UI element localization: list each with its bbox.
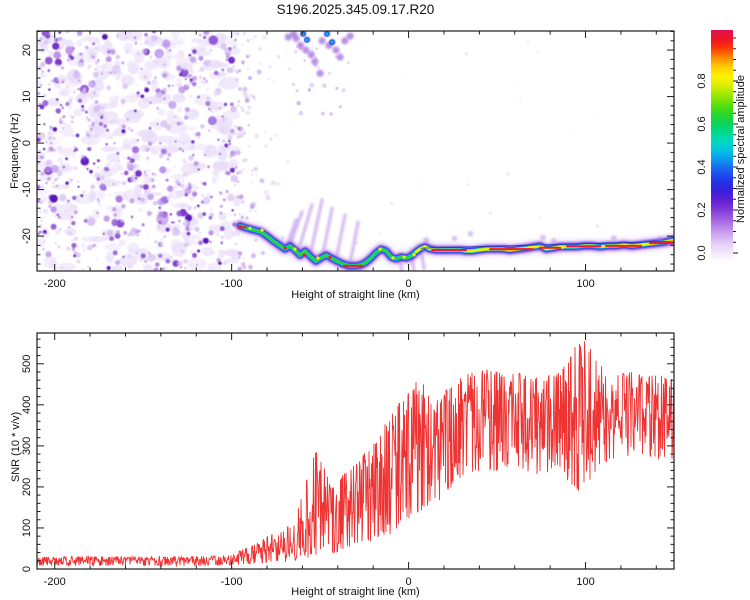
svg-text:0.8: 0.8: [696, 73, 708, 88]
svg-text:0: 0: [406, 278, 412, 290]
panel-frame: [36, 30, 675, 272]
spectrogram-trace: [233, 219, 674, 271]
panel-frame: [36, 332, 675, 570]
x-axis-ticks: [54, 31, 657, 271]
top-edge-blobs: [284, 31, 354, 116]
svg-text:0: 0: [21, 140, 33, 146]
svg-text:-100: -100: [221, 576, 243, 588]
svg-text:300: 300: [21, 437, 33, 455]
y-axis-ticks: [37, 30, 674, 265]
svg-text:0.2: 0.2: [696, 202, 708, 217]
svg-text:100: 100: [21, 519, 33, 537]
svg-text:0.4: 0.4: [696, 159, 708, 174]
svg-text:0.6: 0.6: [696, 116, 708, 131]
plot-title: S196.2025.345.09.17.R20: [276, 2, 435, 17]
noise-field: [37, 31, 668, 271]
snr-panel: [37, 341, 674, 568]
colorbar: 0.0 0.2 0.4 0.6 0.8: [696, 30, 738, 262]
x-axis-label-spectrogram: Height of straight line (km): [291, 289, 420, 301]
colorbar-ticks: [733, 37, 738, 254]
svg-text:0: 0: [406, 576, 412, 588]
y-tick-labels: -20 -10 0 10 20: [21, 44, 33, 244]
y-tick-labels: 0 100 200 300 400 500: [21, 355, 33, 572]
svg-text:-200: -200: [44, 576, 66, 588]
svg-text:100: 100: [576, 278, 594, 290]
x-tick-labels: -200 -100 0 100: [44, 278, 595, 290]
y-axis-label-snr: SNR (10 * v/v): [10, 411, 22, 483]
svg-text:-100: -100: [221, 278, 243, 290]
snr-curve: [37, 341, 674, 568]
svg-text:100: 100: [576, 576, 594, 588]
x-axis-label-snr: Height of straight line (km): [291, 586, 420, 598]
colorbar-label: Normalized spectral amplitude: [735, 75, 747, 223]
y-axis-label-frequency: Frequency (Hz): [9, 113, 21, 189]
svg-text:0.0: 0.0: [696, 245, 708, 260]
svg-text:0: 0: [21, 566, 33, 572]
svg-text:10: 10: [21, 90, 33, 102]
x-axis-ticks: [54, 333, 657, 569]
spectrogram-panel: [37, 31, 674, 271]
svg-text:20: 20: [21, 44, 33, 56]
svg-text:200: 200: [21, 478, 33, 496]
trace-fit-line: [420, 240, 674, 249]
trace-red-core: [237, 224, 674, 267]
svg-text:500: 500: [21, 355, 33, 373]
colorbar-tick-labels: 0.0 0.2 0.4 0.6 0.8: [696, 73, 708, 260]
svg-text:400: 400: [21, 396, 33, 414]
y-axis-ticks: [37, 338, 674, 570]
svg-text:-10: -10: [21, 182, 33, 198]
x-tick-labels: -200 -100 0 100: [44, 576, 595, 588]
svg-text:-200: -200: [44, 278, 66, 290]
svg-text:-20: -20: [21, 228, 33, 244]
